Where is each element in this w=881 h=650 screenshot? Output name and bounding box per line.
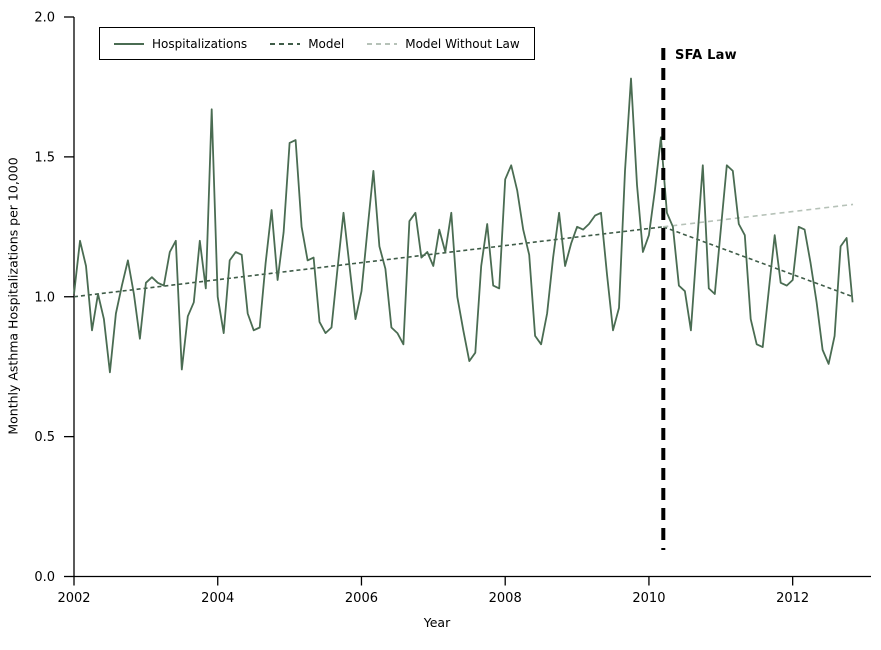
x-tick-label: 2006 [345,591,378,606]
x-tick-label: 2012 [776,591,809,606]
y-axis-title: Monthly Asthma Hospitalizations per 10,0… [5,157,21,435]
model-line [663,226,854,298]
y-tick-label: 1.5 [34,150,55,165]
sfa-law-annotation-label: SFA Law [675,48,737,63]
legend-item-model-without-law: Model Without Law [367,36,520,51]
y-tick-label: 0.5 [34,430,55,445]
legend-label-model: Model [308,36,345,51]
x-axis-title: Year [423,615,451,630]
y-tick-label: 2.0 [34,11,55,26]
x-tick-label: 2004 [201,591,234,606]
legend-dashed-line-sample-icon [270,42,301,45]
y-tick-label: 0.0 [34,570,55,585]
chart-legend: Hospitalizations Model Model Without Law [99,27,535,60]
legend-label-model-without-law: Model Without Law [405,36,520,51]
legend-item-model: Model [270,38,344,50]
hospitalizations-line [73,77,854,374]
x-tick-label: 2008 [489,591,522,606]
model-without-law-line [663,203,854,228]
legend-dashed-line-sample-icon [367,42,398,45]
legend-item-hospitalizations: Hospitalizations [114,38,247,50]
x-tick-label: 2002 [57,591,90,606]
y-tick-label: 1.0 [34,290,55,305]
legend-solid-line-sample-icon [114,42,144,45]
model-line [73,226,664,298]
legend-label-hospitalizations: Hospitalizations [152,36,248,51]
x-tick-label: 2010 [632,591,665,606]
